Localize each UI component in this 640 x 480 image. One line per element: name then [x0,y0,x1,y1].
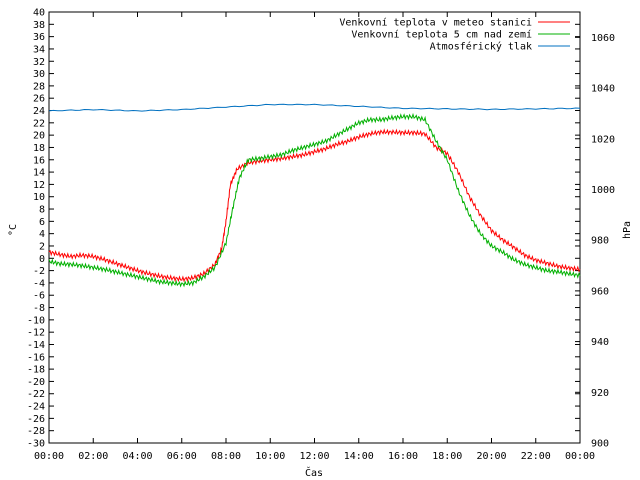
y-axis-label: °C [8,224,19,236]
x-axis-ticks: 00:00 02:00 04:00 06:00 08:00 10:00 12:00 14:00… [34,12,595,462]
y-tick-label: 10 [33,192,45,203]
y-tick-label: -8 [33,303,45,314]
series-line [48,103,581,112]
y2-tick-label: 900 [591,439,609,450]
y-tick-label: 6 [39,217,45,228]
x-tick-label: 02:00 [78,451,108,462]
y-tick-label: 22 [33,118,45,129]
y-tick-label: -12 [27,328,45,339]
y2-axis-label: hPa [622,221,633,239]
y-tick-label: -30 [27,439,45,450]
y2-tick-label: 1060 [591,33,615,44]
y2-tick-label: 1020 [591,134,615,145]
y2-tick-label: 960 [591,286,609,297]
y2-tick-label: 1040 [591,84,615,95]
y-tick-label: 24 [33,106,45,117]
x-tick-label: 10:00 [255,451,285,462]
y2-tick-label: 920 [591,388,609,399]
legend-label: Venkovní teplota 5 cm nad zemí [351,29,532,41]
y-tick-label: 36 [33,32,45,43]
legend-label: Atmosférický tlak [430,41,532,53]
x-tick-label: 08:00 [211,451,241,462]
series-line [48,112,581,288]
y-tick-label: 2 [39,241,45,252]
x-tick-label: 14:00 [344,451,374,462]
legend-label: Venkovní teplota v meteo stanici [339,17,532,29]
x-tick-label: 12:00 [299,451,329,462]
y-tick-label: -28 [27,426,45,437]
x-tick-label: 18:00 [432,451,462,462]
y-tick-label: -16 [27,352,45,363]
y-tick-label: -18 [27,365,45,376]
x-tick-label: 04:00 [122,451,152,462]
y-tick-label: -6 [33,291,45,302]
y-tick-label: 38 [33,20,45,31]
y-tick-label: -4 [33,278,45,289]
y-tick-label: 34 [33,44,45,55]
x-axis-label: Čas [305,466,323,479]
y2-tick-label: 980 [591,236,609,247]
y-tick-label: 28 [33,81,45,92]
y-tick-label: 40 [33,8,45,19]
y-tick-label: 8 [39,205,45,216]
y-tick-label: -10 [27,315,45,326]
x-tick-label: 06:00 [167,451,197,462]
y-tick-label: -22 [27,389,45,400]
y-tick-label: 14 [33,168,45,179]
y-tick-label: 30 [33,69,45,80]
y-tick-label: -26 [27,414,45,425]
y-tick-label: -2 [33,266,45,277]
y-tick-label: 18 [33,143,45,154]
y-axis-ticks: -30-28-26-24-22-20-18-16-14-12-10-8-6-4-… [27,8,580,450]
series-line [48,128,581,283]
x-tick-label: 20:00 [476,451,506,462]
x-tick-label: 00:00 [565,451,595,462]
y2-tick-label: 940 [591,337,609,348]
y-tick-label: 32 [33,57,45,68]
series-lines [48,103,581,288]
x-tick-label: 22:00 [521,451,551,462]
y-tick-label: 0 [39,254,45,265]
plot-frame [48,11,581,444]
y-tick-label: 16 [33,155,45,166]
y-tick-label: 12 [33,180,45,191]
y-tick-label: 4 [39,229,45,240]
y2-axis-ticks: 900 920 940 960 980 1000 1020 1040 1060 [575,33,615,450]
x-tick-label: 16:00 [388,451,418,462]
x-tick-label: 00:00 [34,451,64,462]
y-tick-label: -14 [27,340,45,351]
y-tick-label: 26 [33,94,45,105]
y-tick-label: -24 [27,402,45,413]
y-tick-label: -20 [27,377,45,388]
y-tick-label: 20 [33,131,45,142]
y2-tick-label: 1000 [591,185,615,196]
legend: Venkovní teplota v meteo staniciVenkovní… [339,17,570,53]
